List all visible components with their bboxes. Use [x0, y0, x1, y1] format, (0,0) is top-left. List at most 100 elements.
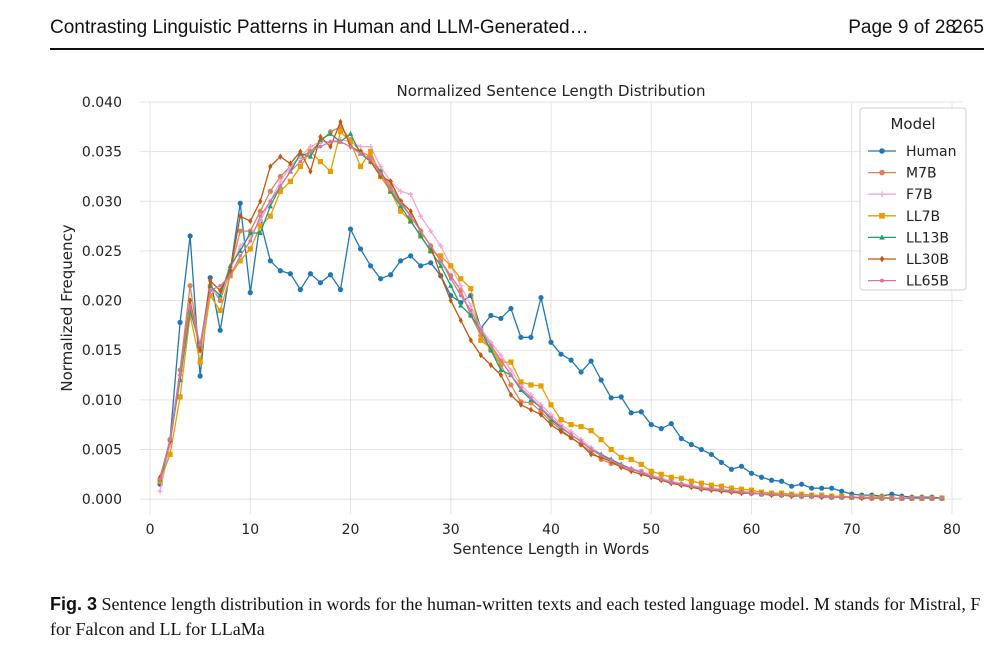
data-point [568, 357, 574, 363]
data-point [187, 283, 193, 289]
data-point [578, 424, 584, 430]
data-point [849, 495, 854, 499]
x-axis-label: Sentence Length in Words [453, 540, 650, 558]
data-point [267, 213, 273, 219]
x-tick-label: 60 [743, 522, 761, 538]
data-point [489, 343, 493, 348]
data-point [408, 214, 413, 218]
data-point [538, 294, 544, 301]
data-point [418, 213, 424, 219]
data-point [608, 395, 614, 401]
data-point [337, 129, 344, 135]
data-point [638, 409, 644, 415]
y-tick-label: 0.040 [82, 95, 122, 111]
data-point [758, 474, 765, 480]
data-point [398, 203, 404, 209]
data-point [317, 280, 324, 286]
data-point [377, 163, 384, 170]
data-point [208, 288, 212, 293]
data-point [599, 453, 603, 458]
y-axis-label: Normalized Frequency [58, 224, 76, 391]
data-point [718, 483, 725, 489]
data-point [799, 494, 804, 498]
data-point [188, 297, 193, 304]
data-point [618, 394, 624, 400]
data-point [549, 415, 553, 420]
data-point [177, 319, 183, 325]
legend-label: M7B [906, 166, 937, 182]
data-point [468, 312, 474, 318]
data-point [438, 259, 443, 263]
data-point [448, 297, 453, 304]
legend-title: Model [890, 115, 935, 133]
data-point [548, 421, 554, 428]
y-tick-label: 0.020 [82, 294, 122, 310]
data-point [277, 178, 283, 185]
data-point [448, 282, 454, 288]
data-point [499, 358, 503, 362]
y-tick-label: 0.030 [82, 194, 122, 210]
page-number: 265 [952, 17, 984, 38]
data-point [749, 491, 754, 495]
y-tick-label: 0.005 [82, 442, 122, 458]
data-point [458, 293, 463, 298]
data-point [628, 456, 634, 462]
legend-label: Human [906, 144, 957, 160]
data-point [599, 454, 604, 461]
figure-label: Fig. 3 [50, 594, 98, 614]
data-point [268, 199, 273, 204]
data-point [728, 466, 735, 472]
legend-label: LL30B [906, 252, 949, 268]
data-point [188, 303, 192, 308]
data-point [428, 228, 434, 234]
data-point [337, 287, 344, 293]
data-point [277, 173, 283, 180]
x-tick-label: 20 [342, 522, 360, 538]
data-point [388, 187, 393, 192]
data-point [388, 178, 393, 185]
data-point [217, 297, 223, 304]
data-point [508, 305, 514, 312]
data-point [779, 493, 784, 497]
data-point [298, 159, 303, 164]
data-point [698, 480, 704, 486]
data-point [609, 458, 613, 463]
data-point [669, 480, 674, 485]
data-point [408, 218, 414, 224]
data-point [679, 482, 684, 487]
data-point [879, 191, 885, 197]
data-point [357, 144, 364, 150]
data-point [438, 253, 444, 259]
data-point [839, 495, 844, 499]
data-point [718, 459, 725, 465]
data-point [809, 485, 815, 491]
x-tick-label: 0 [146, 522, 155, 538]
running-header: Contrasting Linguistic Patterns in Human… [50, 14, 984, 50]
data-point [688, 478, 694, 484]
data-point [307, 271, 314, 277]
data-point [318, 133, 323, 140]
page-info: Page 9 of 28 [848, 17, 956, 38]
data-point [529, 396, 533, 400]
data-point [498, 352, 504, 358]
data-point [638, 461, 644, 467]
data-point [488, 361, 493, 369]
data-point [558, 417, 564, 423]
data-point [869, 496, 874, 500]
data-point [618, 454, 624, 461]
data-point [287, 178, 293, 185]
data-point [788, 483, 795, 489]
data-point [398, 258, 404, 264]
data-point [418, 229, 423, 233]
data-point [778, 478, 785, 484]
data-point [458, 276, 464, 282]
data-point [508, 391, 513, 398]
data-point [248, 239, 253, 243]
data-point [277, 268, 283, 274]
data-point [468, 286, 474, 292]
data-point [327, 272, 334, 278]
data-point [768, 477, 775, 483]
data-point [168, 437, 172, 442]
data-point [839, 488, 845, 494]
x-tick-label: 70 [843, 522, 861, 538]
